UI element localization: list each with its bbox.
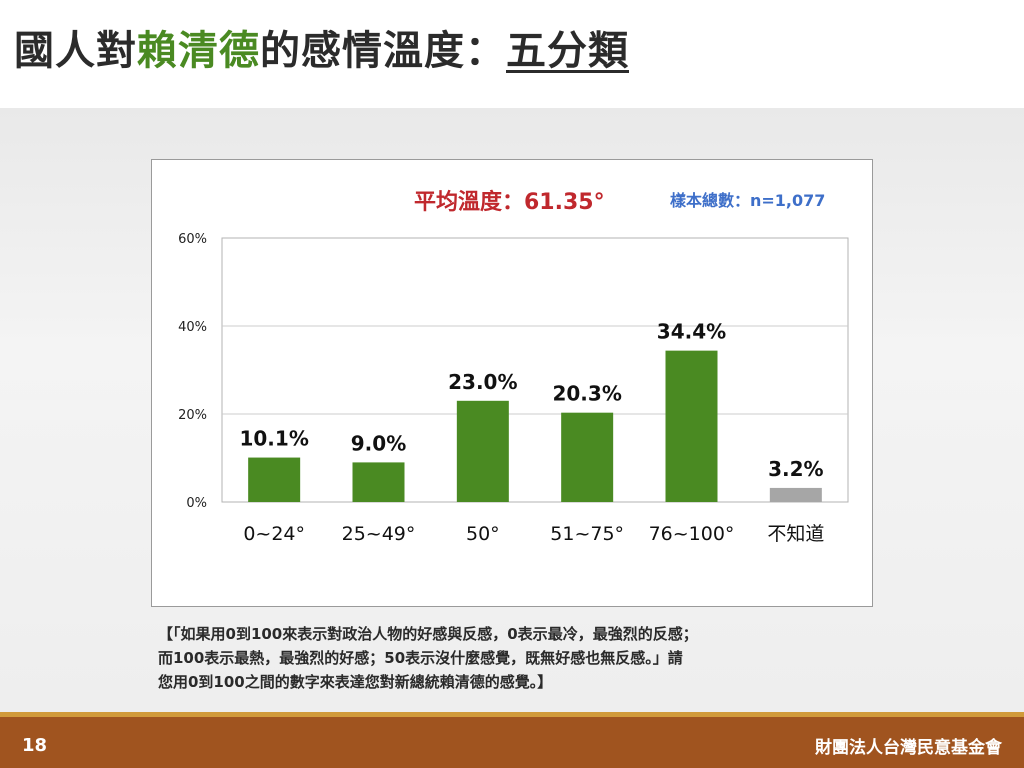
data-label: 9.0%	[351, 431, 406, 455]
bar	[561, 412, 614, 502]
title-underlined: 五分類	[506, 28, 629, 74]
chart-panel: 平均溫度：61.35° 樣本總數：n=1,077 0% 20% 40% 60% 10.1…	[151, 159, 873, 607]
plot-frame	[221, 237, 849, 503]
bar	[665, 350, 718, 502]
title-prefix: 國人對	[14, 28, 137, 74]
note-line: 而100表示最熱，最強烈的好感；50表示沒什麼感覺，既無好感也無反感。」請	[158, 649, 683, 667]
organization-name: 財團法人台灣民意基金會	[815, 738, 1002, 758]
data-label: 23.0%	[448, 370, 517, 394]
x-tick-label: 76~100°	[649, 523, 735, 545]
question-note: 【「如果用0到100來表示對政治人物的好感與反感，0表示最冷，最強烈的反感； 而…	[158, 622, 878, 694]
bar	[456, 400, 509, 502]
bar	[769, 487, 822, 502]
data-label: 20.3%	[552, 382, 621, 406]
y-tick-label: 60%	[178, 232, 207, 247]
data-label: 10.1%	[239, 427, 308, 451]
y-tick-label: 0%	[186, 496, 207, 511]
page-title: 國人對賴清德的感情溫度：五分類	[14, 18, 629, 76]
y-tick-label: 40%	[178, 320, 207, 335]
x-tick-label: 不知道	[767, 523, 824, 545]
bar	[248, 457, 301, 502]
data-label: 3.2%	[768, 457, 823, 481]
bar	[352, 462, 405, 502]
note-line: 【「如果用0到100來表示對政治人物的好感與反感，0表示最冷，最強烈的反感；	[158, 625, 698, 643]
bar-chart: 平均溫度：61.35° 樣本總數：n=1,077 0% 20% 40% 60% 10.1…	[178, 189, 849, 545]
x-tick-label: 0~24°	[243, 523, 305, 545]
x-tick-label: 25~49°	[342, 523, 416, 545]
x-tick-label: 50°	[466, 523, 500, 545]
title-highlight: 賴清德	[137, 28, 260, 74]
y-tick-label: 20%	[178, 408, 207, 423]
x-tick-label: 51~75°	[550, 523, 624, 545]
average-temperature-label: 平均溫度：61.35°	[414, 189, 605, 215]
sample-size-label: 樣本總數：n=1,077	[670, 191, 825, 210]
page-number: 18	[22, 735, 48, 756]
title-middle: 的感情溫度：	[260, 28, 506, 74]
slide-footer: 18 財團法人台灣民意基金會	[0, 712, 1024, 768]
plot-area: 0% 20% 40% 60% 10.1% 0~24° 9.0% 25~49° 23.0% 50° 2…	[178, 232, 849, 545]
note-line: 您用0到100之間的數字來表達您對新總統賴清德的感覺。】	[158, 673, 553, 691]
slide-header: 國人對賴清德的感情溫度：五分類	[0, 0, 1024, 108]
data-label: 34.4%	[657, 320, 726, 344]
